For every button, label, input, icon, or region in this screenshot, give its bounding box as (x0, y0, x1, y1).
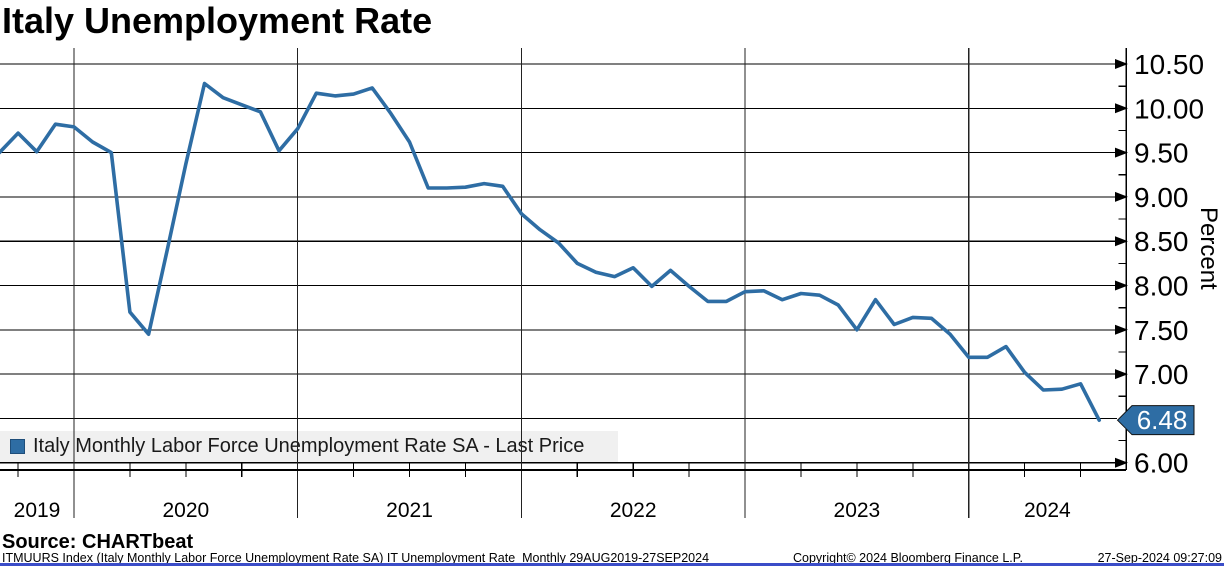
y-tick-label: 10.00 (1134, 93, 1204, 124)
gridline-arrowhead-icon (1115, 147, 1128, 158)
x-year-label: 2021 (386, 499, 433, 522)
gridline-arrowhead-icon (1115, 457, 1128, 468)
x-year-label: 2022 (610, 499, 657, 522)
gridline-arrowhead-icon (1115, 103, 1128, 114)
last-price-value: 6.48 (1137, 405, 1188, 435)
y-tick-label: 6.00 (1134, 448, 1189, 479)
footer-security-info: ITMUURS Index (Italy Monthly Labor Force… (2, 551, 710, 565)
gridline-arrowhead-icon (1115, 236, 1128, 247)
y-tick-label: 7.50 (1134, 315, 1189, 346)
window-bottom-border (0, 563, 1224, 566)
gridline-arrowhead-icon (1115, 59, 1128, 69)
y-tick-label: 8.50 (1134, 226, 1189, 257)
last-price-badge-shape (1116, 405, 1195, 436)
unemployment-line-series (0, 81, 1101, 423)
last-price-badge: 6.48 (1116, 405, 1195, 436)
y-axis-title: Percent (1195, 207, 1222, 290)
y-tick-label: 9.00 (1134, 182, 1189, 213)
x-year-label: 2020 (162, 499, 209, 522)
gridline-arrowhead-icon (1115, 324, 1128, 335)
page-title: Italy Unemployment Rate (2, 0, 433, 41)
gridline-arrowhead-icon (1115, 191, 1128, 202)
y-tick-label: 8.00 (1134, 271, 1189, 302)
y-tick-label: 10.50 (1134, 49, 1204, 80)
source-label: Source: CHARTbeat (2, 531, 194, 553)
gridline-arrowhead-icon (1115, 280, 1128, 291)
x-year-label: 2024 (1024, 499, 1071, 522)
x-year-label: 2023 (834, 499, 881, 522)
y-tick-label: 7.00 (1134, 359, 1189, 390)
x-year-label: 2019 (14, 499, 61, 522)
footer-timestamp: 27-Sep-2024 09:27:09 (1097, 551, 1222, 565)
y-tick-label: 9.50 (1134, 138, 1189, 169)
gridline-arrowhead-icon (1115, 369, 1128, 380)
footer-copyright: Copyright© 2024 Bloomberg Finance L.P. (793, 551, 1023, 565)
legend-label: Italy Monthly Labor Force Unemployment R… (33, 435, 585, 457)
legend-item[interactable]: Italy Monthly Labor Force Unemployment R… (0, 431, 618, 462)
legend-swatch-icon (10, 439, 25, 454)
